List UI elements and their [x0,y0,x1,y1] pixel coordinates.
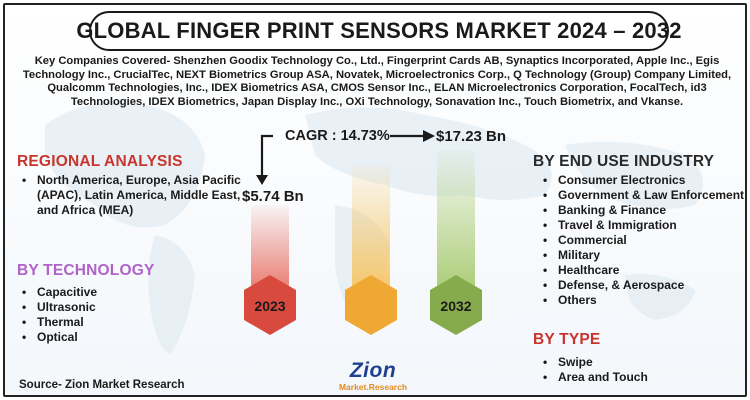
list-item: Travel & Immigration [540,218,745,233]
hexagon-2032 [430,275,482,335]
cagr-label: CAGR : 14.73% [285,128,390,144]
logo-sub-text: Market.Research [338,382,408,392]
list-item: Area and Touch [540,370,720,385]
regional-analysis-heading: REGIONAL ANALYSIS [17,153,183,170]
list-item: North America, Europe, Asia Pacific (APA… [19,173,241,218]
page-title: GLOBAL FINGER PRINT SENSORS MARKET 2024 … [76,18,682,43]
hexagon-middle [345,275,397,335]
list-item: Capacitive [19,285,219,300]
list-item: Government & Law Enforcement [540,188,745,203]
source-text: Source- Zion Market Research [19,379,185,391]
list-item: Others [540,293,745,308]
infographic-frame: GLOBAL FINGER PRINT SENSORS MARKET 2024 … [3,3,747,397]
list-item: Consumer Electronics [540,173,745,188]
value-start-label: $5.74 Bn [242,188,304,205]
logo-main-text: Zion [349,359,397,382]
zion-logo: Zion Market.Research [331,359,415,395]
list-item: Healthcare [540,263,745,278]
end-use-list: Consumer Electronics Government & Law En… [540,173,745,308]
list-item: Ultrasonic [19,300,219,315]
type-list: Swipe Area and Touch [540,355,720,385]
arrow-head-right [423,130,435,142]
bar-middle [352,165,390,305]
list-item: Commercial [540,233,745,248]
list-item: Military [540,248,745,263]
bar-2032 [437,150,475,305]
year-end-label: 2032 [440,298,471,314]
key-companies-text: Key Companies Covered- Shenzhen Goodix T… [22,55,732,108]
bar-2023 [251,205,289,305]
hexagon-2023 [244,275,296,335]
list-item: Optical [19,330,219,345]
regional-list: North America, Europe, Asia Pacific (APA… [19,173,241,218]
cagr-arrow-down [260,134,273,177]
year-start-label: 2023 [254,298,285,314]
type-heading: BY TYPE [533,331,601,348]
technology-heading: BY TECHNOLOGY [17,262,155,279]
title-banner: GLOBAL FINGER PRINT SENSORS MARKET 2024 … [76,11,682,51]
list-item: Thermal [19,315,219,330]
market-growth-graphic: 2023 2032 [244,130,482,335]
list-item: Defense, & Aerospace [540,278,745,293]
list-item: Banking & Finance [540,203,745,218]
end-use-heading: BY END USE INDUSTRY [533,153,715,170]
value-end-label: $17.23 Bn [436,128,507,145]
arrow-head-down [256,175,268,185]
list-item: Swipe [540,355,720,370]
technology-list: Capacitive Ultrasonic Thermal Optical [19,285,219,345]
